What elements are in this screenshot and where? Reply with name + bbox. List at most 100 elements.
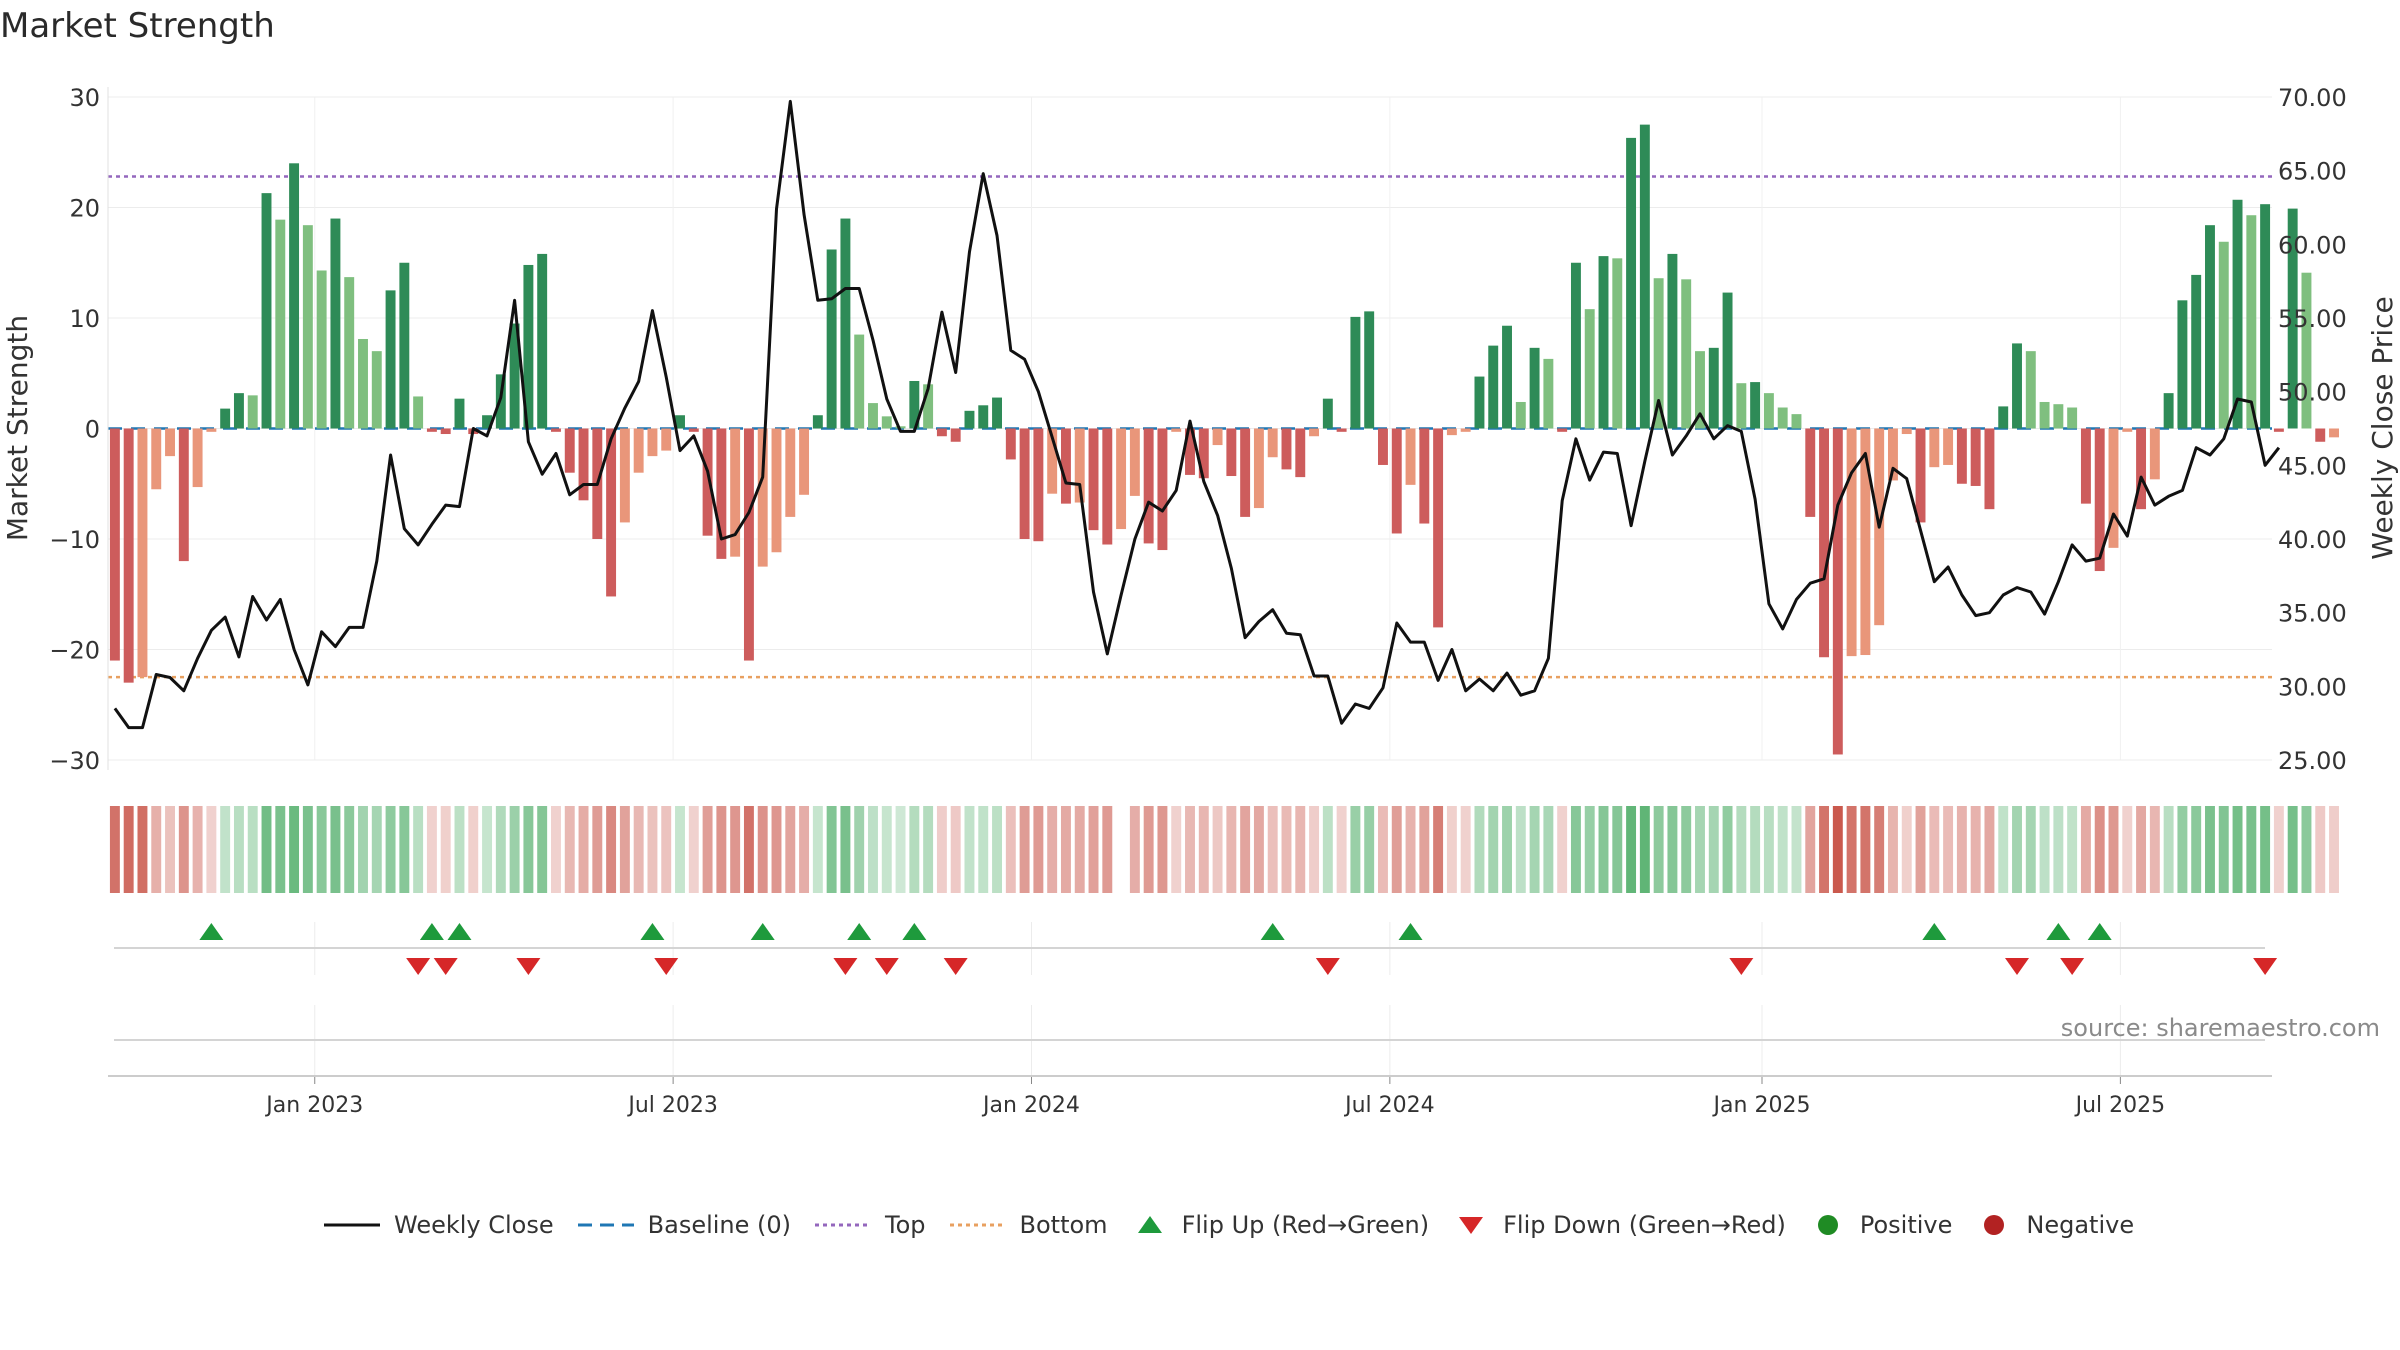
- regime-strip-cell: [771, 806, 782, 893]
- strength-bar: [2039, 401, 2050, 429]
- regime-strip-cell: [1626, 806, 1637, 893]
- regime-strip-cell: [1405, 806, 1416, 893]
- regime-strip-cell: [2273, 806, 2284, 893]
- strength-bar: [1777, 407, 1788, 429]
- strength-bar: [688, 428, 699, 432]
- strength-bar: [1433, 428, 1444, 628]
- regime-strip-cell: [1681, 806, 1692, 893]
- strength-bar: [2218, 241, 2229, 429]
- flip-up-marker: [199, 923, 224, 940]
- strength-bar: [385, 290, 396, 429]
- x-tick-label: Jan 2025: [1712, 1093, 1811, 1118]
- strength-bar: [399, 262, 410, 429]
- legend-label-negative: Negative: [2026, 1211, 2135, 1239]
- strength-bar: [1626, 137, 1637, 429]
- regime-strip-cell: [785, 806, 796, 893]
- strength-bar: [964, 410, 975, 429]
- regime-strip-cell: [2080, 806, 2091, 893]
- regime-strip-cell: [371, 806, 382, 893]
- flip-up-marker: [447, 923, 472, 940]
- regime-strip-cell: [675, 806, 685, 893]
- strength-bar: [1460, 428, 1471, 432]
- strength-bar: [702, 428, 713, 536]
- strength-bar: [2108, 428, 2119, 548]
- strength-bar: [1998, 406, 2009, 429]
- legend-item-negative[interactable]: Negative: [1974, 1211, 2134, 1239]
- regime-strip-cell: [1129, 806, 1140, 893]
- regime-strip-cell: [1584, 806, 1595, 893]
- strength-bar: [1612, 258, 1623, 429]
- legend-item-flip-down[interactable]: Flip Down (Green→Red): [1451, 1211, 1786, 1239]
- regime-strip-cell: [1102, 806, 1113, 893]
- regime-strip-cell: [550, 806, 561, 893]
- regime-strip-cell: [233, 806, 244, 893]
- x-tick-label: Jan 2023: [264, 1093, 363, 1118]
- legend-label-baseline: Baseline (0): [647, 1211, 792, 1239]
- regime-strip-cell: [1488, 806, 1499, 893]
- strength-bar: [1791, 414, 1802, 429]
- regime-strip-cell: [247, 806, 258, 893]
- regime-strip-cell: [1033, 806, 1044, 893]
- legend-item-top[interactable]: Top: [813, 1211, 926, 1239]
- regime-strip-cell: [730, 806, 741, 893]
- legend-item-weekly-close[interactable]: Weekly Close: [322, 1211, 554, 1239]
- regime-strip-cell: [137, 806, 148, 893]
- flip-down-marker: [874, 958, 899, 975]
- strength-bar: [247, 395, 258, 429]
- regime-strip-cell: [2205, 806, 2215, 893]
- regime-strip-cell: [2329, 806, 2339, 893]
- strength-bar: [1047, 428, 1058, 494]
- regime-strip-cell: [2287, 806, 2298, 893]
- strength-bar: [923, 384, 934, 429]
- strength-bar: [812, 415, 823, 429]
- regime-strip-cell: [1653, 806, 1664, 893]
- regime-strip-cell: [109, 806, 120, 893]
- strength-bar: [1529, 347, 1540, 429]
- y-right-tick-label: 70.00: [2278, 84, 2347, 112]
- strength-bar: [358, 338, 368, 429]
- strength-bar: [2246, 215, 2257, 429]
- strength-bar: [1750, 382, 1761, 429]
- y-tick-label: −10: [49, 526, 100, 554]
- strength-bar: [1033, 428, 1044, 542]
- strength-bar: [1419, 428, 1430, 524]
- strength-bar: [1322, 398, 1333, 429]
- regime-strip-cell: [1929, 806, 1940, 893]
- x-tick-label: Jul 2024: [1343, 1093, 1435, 1118]
- strength-bar: [1185, 428, 1195, 475]
- regime-strip-cell: [1846, 806, 1857, 893]
- legend-item-positive[interactable]: Positive: [1808, 1211, 1952, 1239]
- regime-strip-cell: [2025, 806, 2036, 893]
- legend-item-baseline[interactable]: Baseline (0): [576, 1211, 791, 1239]
- strength-bar: [1901, 428, 1912, 435]
- regime-strip-cell: [1736, 806, 1747, 893]
- regime-strip-cell: [413, 806, 424, 893]
- legend-item-flip-up[interactable]: Flip Up (Red→Green): [1130, 1211, 1429, 1239]
- strength-bar: [1102, 428, 1113, 545]
- regime-strip-cell: [426, 806, 437, 893]
- strength-bar: [220, 408, 231, 429]
- strength-bar: [1543, 358, 1554, 429]
- legend-item-bottom[interactable]: Bottom: [948, 1211, 1108, 1239]
- regime-strip-cell: [151, 806, 162, 893]
- regime-strip-cell: [192, 806, 203, 893]
- regime-strip-cell: [743, 806, 754, 893]
- strength-bar: [1681, 279, 1692, 429]
- strength-bar: [2191, 274, 2202, 429]
- strength-bar: [1515, 401, 1526, 429]
- strength-bar: [482, 415, 493, 429]
- strength-bar: [881, 416, 892, 429]
- y-right-tick-label: 50.00: [2278, 379, 2347, 407]
- regime-strip-cell: [509, 806, 520, 893]
- strength-bar: [1722, 292, 1733, 429]
- source-note: source: sharemaestro.com: [2060, 1014, 2380, 1042]
- strength-bar: [799, 428, 810, 495]
- regime-strip-cell: [799, 806, 810, 893]
- regime-strip-cell: [2136, 806, 2147, 893]
- strength-bar: [1378, 428, 1388, 465]
- regime-strip-cell: [1185, 806, 1195, 893]
- regime-strip-cell: [1529, 806, 1540, 893]
- strength-bar: [1819, 428, 1830, 658]
- strength-bar: [2205, 225, 2215, 429]
- strength-bar: [2177, 300, 2188, 429]
